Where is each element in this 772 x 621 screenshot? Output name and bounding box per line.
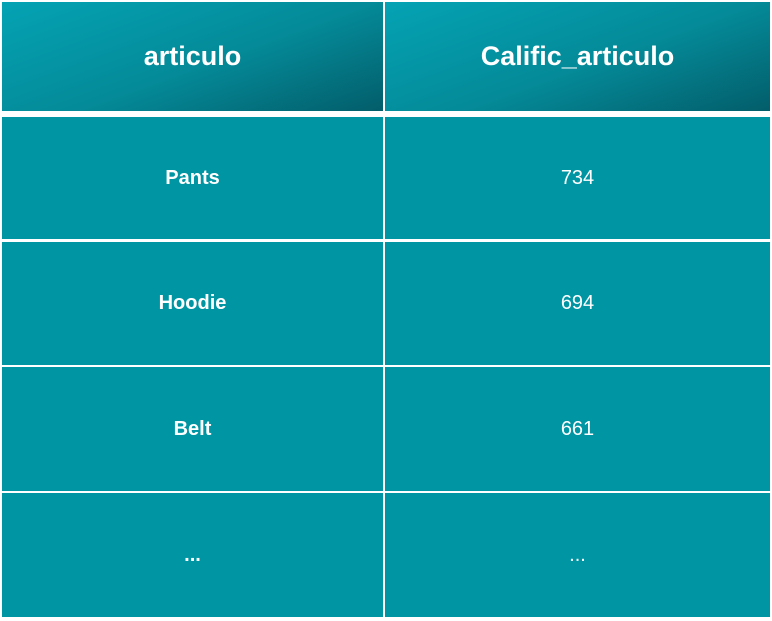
cell-text: 694 (560, 292, 595, 314)
cell-text: 734 (560, 166, 595, 189)
table-row-2-calific: 694 (385, 242, 770, 365)
cell-text: 661 (560, 417, 595, 440)
header-articulo-label: articulo (143, 41, 242, 71)
header-articulo: articulo (2, 2, 383, 111)
cell-text: Pants (165, 166, 220, 189)
table-row-3-articulo: Belt (2, 367, 383, 491)
table-row-4-calific: ... (385, 493, 770, 617)
table-row-4-articulo: ... (2, 493, 383, 617)
cell-text: ... (184, 543, 201, 566)
cell-text: ... (569, 543, 586, 566)
table-row-3-calific: 661 (385, 367, 770, 491)
cell-text: Belt (173, 417, 212, 440)
table-row-1-calific: 734 (385, 117, 770, 239)
header-calific-articulo-label: Calific_articulo (480, 41, 675, 71)
cell-text: Hoodie (158, 292, 227, 314)
header-calific-articulo: Calific_articulo (385, 2, 770, 111)
table-row-2-articulo: Hoodie (2, 242, 383, 365)
table-row-1-articulo: Pants (2, 117, 383, 239)
